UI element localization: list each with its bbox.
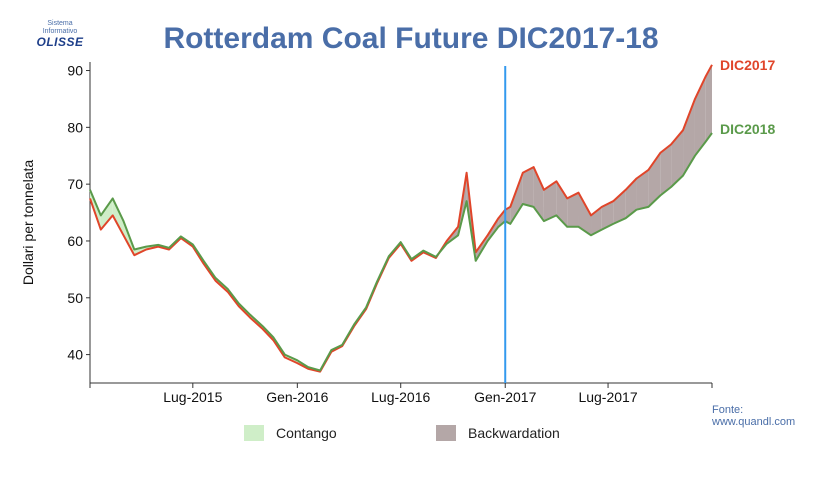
x-tick-label: Lug-2016 bbox=[371, 389, 430, 405]
backwardation-band bbox=[660, 144, 672, 196]
source-label: Fonte: bbox=[712, 404, 744, 416]
series-line-dic2018 bbox=[89, 132, 713, 372]
backwardation-band bbox=[578, 192, 592, 236]
x-tick-label: Lug-2017 bbox=[578, 389, 637, 405]
logo-name: OLISSE bbox=[36, 35, 84, 49]
y-tick-label: 50 bbox=[67, 290, 83, 306]
backwardation-band bbox=[522, 167, 534, 207]
backwardation-band bbox=[543, 181, 557, 222]
y-tick-label: 70 bbox=[67, 176, 83, 192]
x-tick-label: Lug-2015 bbox=[163, 389, 222, 405]
contango-band bbox=[112, 198, 124, 236]
backwardation-band bbox=[671, 130, 684, 187]
backwardation-band bbox=[683, 98, 695, 176]
source-url: www.quandl.com bbox=[712, 416, 796, 428]
chart-title: Rotterdam Coal Future DIC2017-18 bbox=[163, 22, 659, 55]
backwardation-band bbox=[601, 201, 614, 230]
contango-band bbox=[100, 198, 113, 230]
y-tick-label: 60 bbox=[67, 233, 83, 249]
source-note: Fonte: www.quandl.com bbox=[712, 404, 795, 428]
backwardation-band bbox=[510, 172, 523, 224]
series-line-dic2017 bbox=[89, 64, 713, 373]
backwardation-band bbox=[505, 206, 511, 224]
y-tick-label: 40 bbox=[67, 347, 83, 363]
backwardation-band bbox=[567, 192, 579, 227]
y-axis-label: Dollari per tonnelata bbox=[20, 160, 36, 286]
logo-line1: Sistema bbox=[47, 20, 73, 27]
backwardation-band bbox=[694, 76, 706, 156]
backwardation-band bbox=[533, 167, 544, 222]
backwardation-band bbox=[556, 181, 568, 227]
legend-backwardation: Backwardation bbox=[436, 424, 560, 442]
x-tick-label: Gen-2017 bbox=[474, 389, 536, 405]
backwardation-band bbox=[498, 209, 506, 227]
legend-label-contango: Contango bbox=[276, 425, 337, 441]
legend-label-backwardation: Backwardation bbox=[468, 425, 560, 441]
legend-swatch-contango bbox=[244, 425, 264, 441]
olisse-logo: Sistema Informativo OLISSE bbox=[34, 20, 86, 49]
y-tick-label: 90 bbox=[67, 63, 83, 79]
backwardation-band bbox=[636, 169, 649, 210]
legend-swatch-backwardation bbox=[436, 425, 456, 441]
series-label-dic2017: DIC2017 bbox=[720, 57, 775, 73]
y-tick-label: 80 bbox=[67, 119, 83, 135]
legend-contango: Contango bbox=[244, 424, 337, 442]
x-tick-label: Gen-2016 bbox=[266, 389, 328, 405]
backwardation-band bbox=[705, 64, 712, 142]
logo-line2: Informativo bbox=[42, 28, 78, 35]
series-label-dic2018: DIC2018 bbox=[720, 121, 775, 137]
